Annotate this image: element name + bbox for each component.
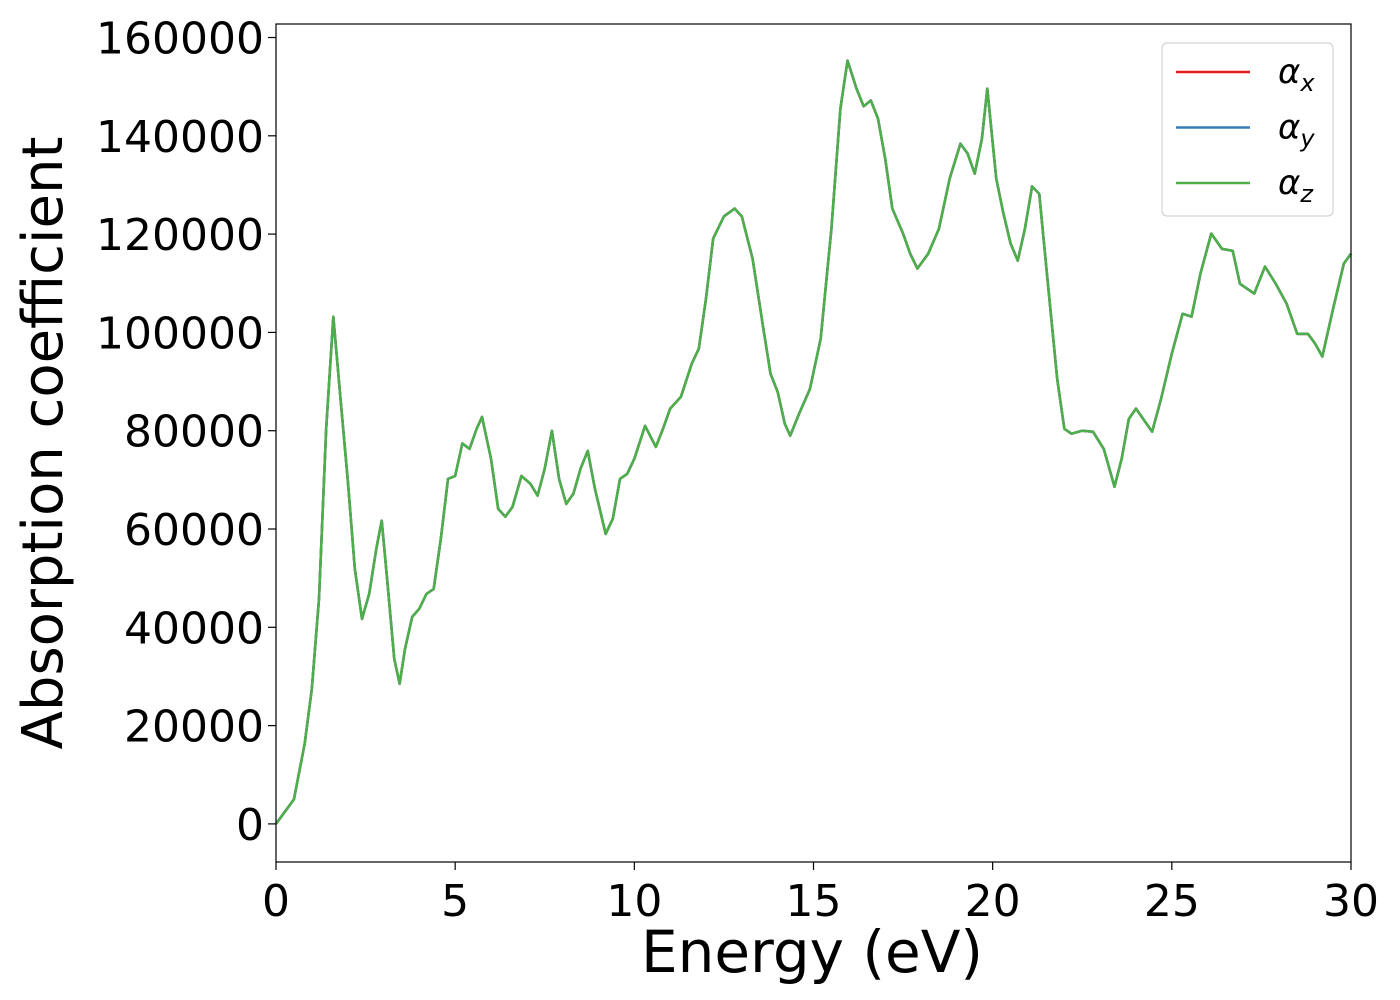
y-axis-label: Absorption coefficient [11, 137, 76, 750]
plot-frame [275, 23, 1352, 863]
legend-box [1161, 42, 1334, 217]
y-tick-label: 20000 [124, 702, 264, 753]
legend-label: αz [1278, 163, 1314, 208]
x-axis-label: Energy (eV) [641, 918, 983, 986]
series-line [274, 59, 1353, 825]
x-tick-label: 20 [965, 876, 1021, 927]
legend-label: αx [1278, 52, 1315, 97]
y-tick-label: 120000 [96, 210, 264, 261]
x-tick-label: 5 [441, 876, 469, 927]
y-tick-label: 100000 [96, 308, 264, 359]
x-tick-label: 10 [606, 876, 662, 927]
x-tick-label: 30 [1323, 876, 1379, 927]
y-tick-label: 160000 [96, 14, 264, 65]
x-tick-label: 0 [262, 876, 290, 927]
x-tick-label: 25 [1144, 876, 1200, 927]
y-tick-label: 80000 [124, 407, 264, 458]
x-tick-label: 15 [786, 876, 842, 927]
y-tick-label: 0 [236, 800, 264, 851]
y-tick-label: 40000 [124, 603, 264, 654]
y-tick-label: 140000 [96, 112, 264, 163]
y-tick-label: 60000 [124, 505, 264, 556]
legend-label: αy [1278, 108, 1315, 153]
